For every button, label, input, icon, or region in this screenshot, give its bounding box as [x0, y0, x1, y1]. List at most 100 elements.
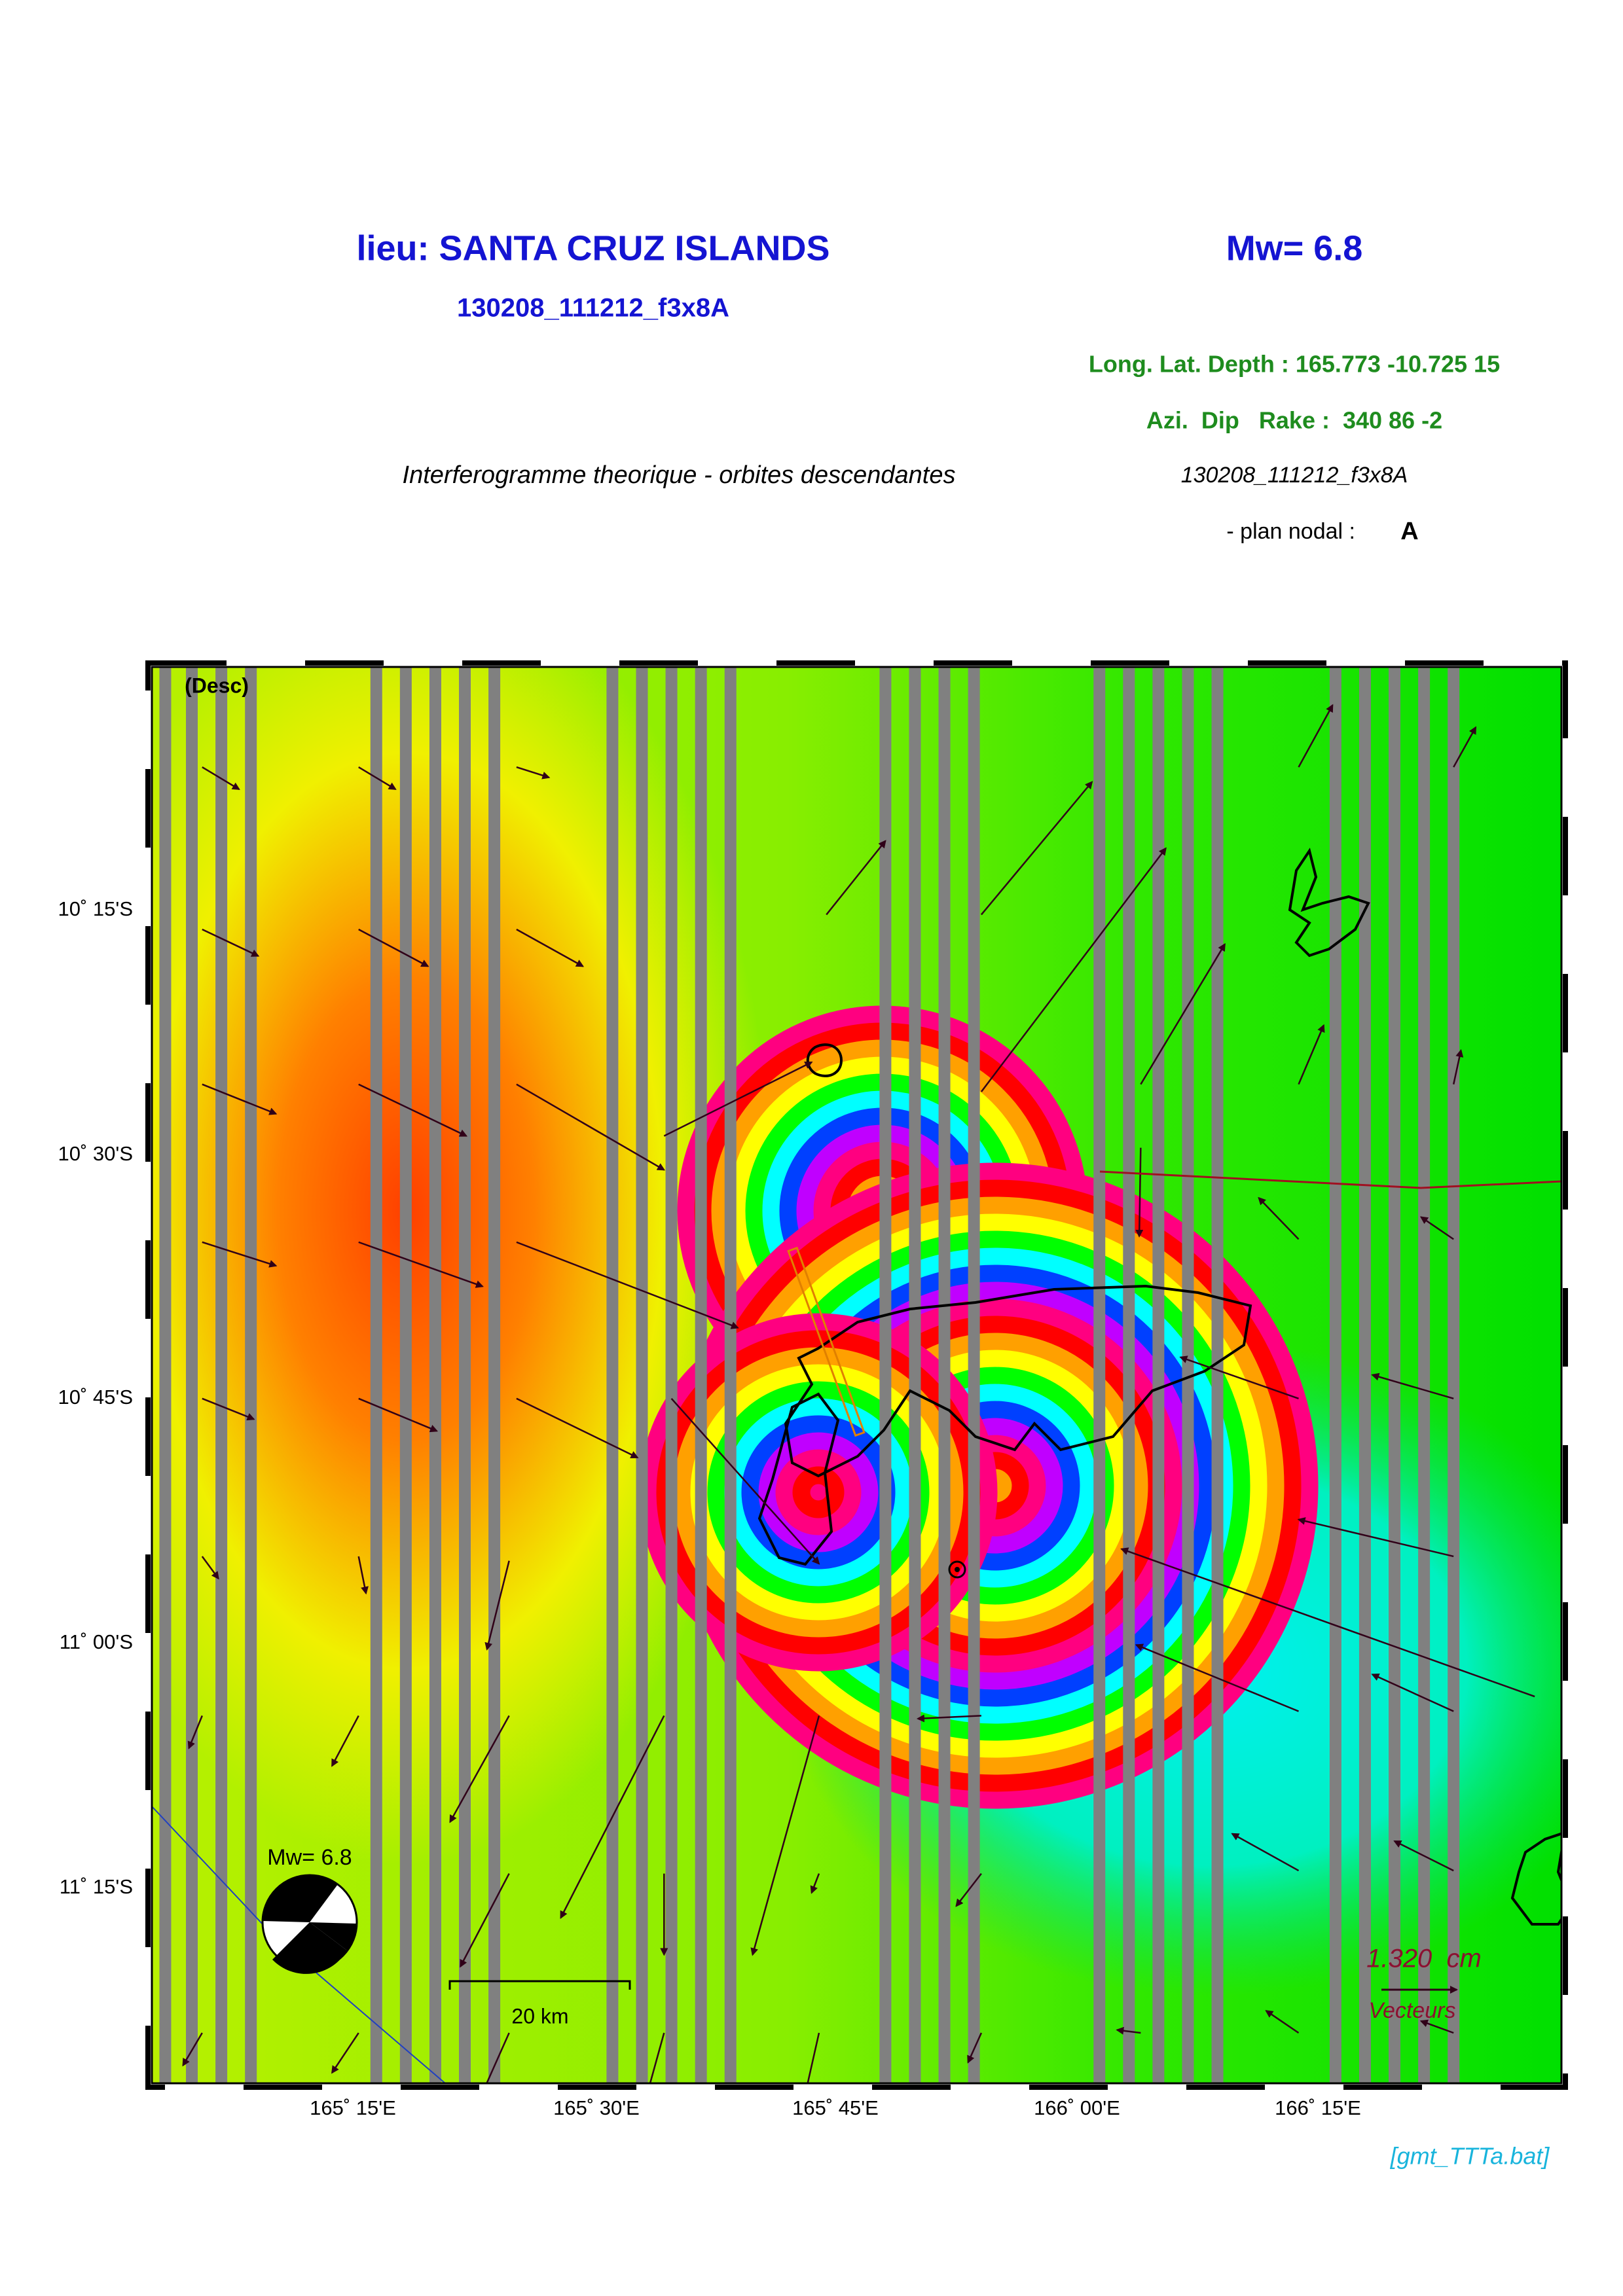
beachball-label: Mw= 6.8	[267, 1845, 352, 1870]
vector-label: Vecteurs	[1369, 1998, 1456, 2023]
swath-gap	[159, 667, 172, 2083]
lon-label: 165˚ 45'E	[792, 2096, 879, 2119]
swath-gap	[1182, 667, 1194, 2083]
swath-gap	[1123, 667, 1135, 2083]
event-id: 130208_111212_f3x8A	[457, 294, 729, 323]
displacement-vector	[331, 1715, 359, 1767]
location-params: Long. Lat. Depth : 165.773 -10.725 15	[1089, 351, 1500, 378]
displacement-vector	[1298, 1024, 1325, 1085]
swath-gap	[215, 667, 228, 2083]
swath-gap	[399, 667, 412, 2083]
displacement-vector	[516, 766, 551, 780]
magnitude: Mw= 6.8	[1226, 228, 1363, 268]
event-id-italic: 130208_111212_f3x8A	[1181, 463, 1408, 488]
displacement-vector	[916, 1714, 981, 1723]
displacement-vector	[484, 1560, 510, 1651]
displacement-vector	[1453, 726, 1477, 768]
fringe	[673, 1347, 964, 1638]
displacement-vector	[1371, 1372, 1454, 1399]
displacement-vector	[1140, 942, 1226, 1085]
displacement-vector	[358, 766, 397, 790]
swath-gap	[1152, 667, 1165, 2083]
displacement-vector	[358, 1241, 484, 1288]
displacement-vector	[1298, 704, 1334, 768]
displacement-vector	[1135, 1643, 1299, 1712]
displacement-vector	[663, 1061, 813, 1137]
displacement-vector	[449, 1715, 510, 1823]
displacement-vector	[1419, 1216, 1454, 1240]
displacement-vector	[460, 1873, 510, 1968]
nodal-plane-label: - plan nodal :	[1226, 519, 1355, 544]
displacement-vector	[1258, 1196, 1300, 1240]
displacement-vector	[807, 2032, 820, 2083]
displacement-vector	[1452, 1049, 1464, 1085]
displacement-vector	[516, 1083, 666, 1171]
swath-gap	[1448, 667, 1460, 2083]
lat-label: 10˚ 30'S	[58, 1142, 134, 1165]
swath-gap	[370, 667, 382, 2083]
displacement-vector	[202, 928, 260, 957]
swath-gap	[1211, 667, 1224, 2083]
swath-gap	[879, 667, 892, 2083]
displacement-vector	[201, 1556, 219, 1580]
displacement-vector	[826, 840, 886, 916]
swath-gap	[245, 667, 257, 2083]
swath-gap	[909, 667, 921, 2083]
displacement-vector	[358, 1397, 439, 1433]
displacement-vector	[187, 1715, 203, 1749]
displacement-vector	[810, 1873, 820, 1894]
displacement-vector	[1265, 2010, 1300, 2034]
displacement-vector	[560, 1715, 665, 1919]
displacement-vector	[1371, 1673, 1454, 1712]
displacement-vector	[486, 2032, 510, 2083]
lat-label: 11˚ 15'S	[60, 1875, 133, 1898]
beachball	[261, 1874, 358, 1974]
displacement-vector	[202, 766, 240, 790]
fringe	[775, 1449, 862, 1535]
displacement-vector	[670, 1397, 820, 1565]
swath-gap	[1418, 667, 1431, 2083]
swath-gap	[459, 667, 471, 2083]
displacement-vector	[1135, 1147, 1144, 1238]
displacement-vector	[980, 781, 1093, 916]
lat-label: 11˚ 00'S	[60, 1630, 133, 1653]
displacement-vector	[1231, 1833, 1300, 1872]
interferogram	[152, 667, 1561, 2083]
displacement-vector	[516, 1397, 639, 1459]
displacement-vector	[1120, 1547, 1535, 1698]
swath-gap	[636, 667, 648, 2083]
swath-gap	[1329, 667, 1341, 2083]
swath-gap	[665, 667, 678, 2083]
swath-gap	[1093, 667, 1106, 2083]
swath-gap	[488, 667, 501, 2083]
displacement-vector	[1393, 1840, 1454, 1872]
displacement-vector	[202, 1397, 255, 1421]
mechanism: Azi. Dip Rake : 340 86 -2	[1146, 407, 1442, 434]
displacement-vector	[1179, 1355, 1299, 1399]
swath-gap	[429, 667, 441, 2083]
swath-gap	[606, 667, 619, 2083]
displacement-vector	[967, 2032, 983, 2064]
swath-gap	[695, 667, 707, 2083]
lat-label: 10˚ 45'S	[58, 1386, 134, 1408]
displacement-vector	[516, 928, 585, 967]
displacement-vector	[750, 1715, 820, 1956]
displacement-vector	[357, 1556, 369, 1595]
swath-gap	[1359, 667, 1371, 2083]
lon-label: 166˚ 15'E	[1275, 2096, 1361, 2119]
displacement-vector	[331, 2032, 359, 2074]
fringe	[808, 1299, 1182, 1673]
displacement-vector	[358, 928, 429, 967]
lon-label: 165˚ 15'E	[310, 2096, 396, 2119]
scale-bar	[448, 1980, 631, 1990]
displacement-vector	[1419, 2019, 1454, 2034]
swath-gap	[938, 667, 951, 2083]
displacement-vector	[1116, 2026, 1141, 2035]
displacement-vector	[202, 1241, 278, 1268]
displacement-vector	[358, 1083, 468, 1137]
displacement-vector	[980, 847, 1167, 1092]
fringe	[639, 1313, 998, 1672]
title: lieu: SANTA CRUZ ISLANDS	[357, 228, 830, 268]
displacement-vector	[1297, 1517, 1454, 1558]
